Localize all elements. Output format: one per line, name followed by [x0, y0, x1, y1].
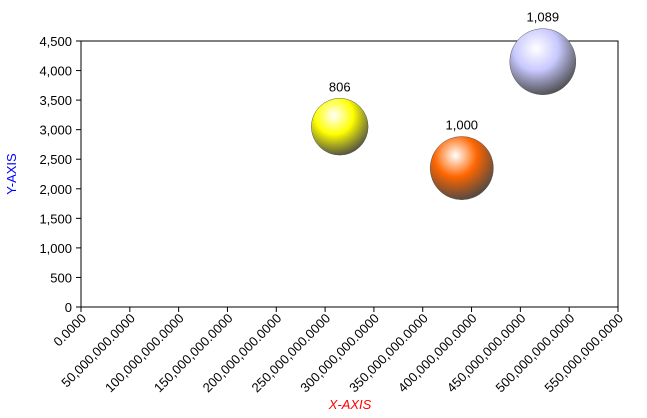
y-tick-label: 1,500 — [39, 211, 72, 226]
y-tick-label: 2,000 — [39, 182, 72, 197]
plot-frame — [80, 40, 619, 308]
bubble — [429, 136, 494, 200]
y-axis-title: Y-AXIS — [4, 153, 19, 195]
y-tick-label: 500 — [50, 270, 72, 285]
y-tick-label: 4,000 — [39, 64, 72, 79]
y-tick-label: 3,000 — [39, 123, 72, 138]
y-tick-label: 0 — [65, 300, 72, 315]
bubble — [509, 28, 577, 95]
y-tick-label: 1,000 — [39, 241, 72, 256]
x-tick-label: 0.0000 — [50, 311, 89, 350]
y-tick-label: 2,500 — [39, 152, 72, 167]
y-tick-label: 3,500 — [39, 93, 72, 108]
x-axis-title: X-AXIS — [328, 397, 372, 412]
bubble-label: 1,000 — [446, 117, 479, 132]
bubble-label: 806 — [329, 79, 351, 94]
y-tick-label: 4,500 — [39, 34, 72, 49]
bubble — [311, 98, 369, 156]
bubble-label: 1,089 — [527, 10, 560, 25]
